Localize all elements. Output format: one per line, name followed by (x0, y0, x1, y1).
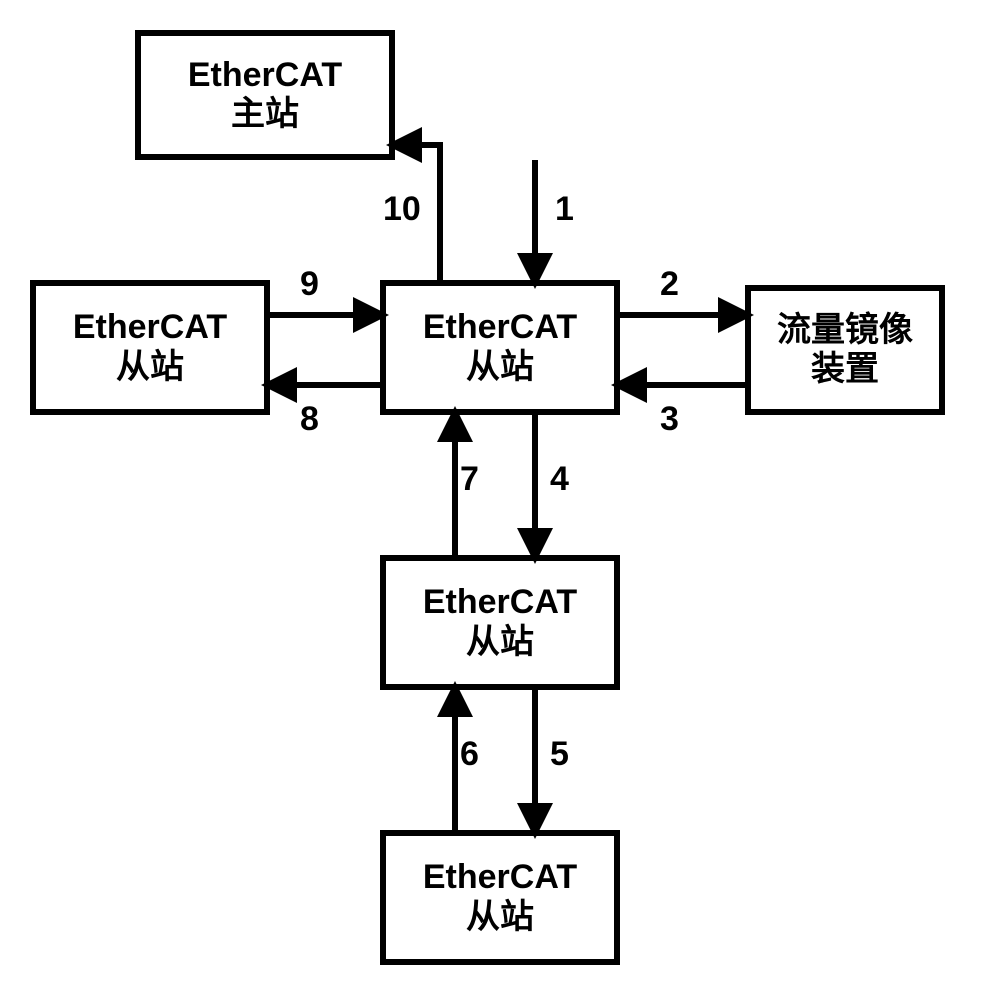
node-label: 装置 (811, 350, 879, 389)
node-label: EtherCAT (73, 308, 227, 347)
edge-label-7: 7 (460, 460, 479, 499)
node-below2-slave: EtherCAT 从站 (380, 830, 620, 965)
node-label: EtherCAT (423, 583, 577, 622)
edge-label-4: 4 (550, 460, 569, 499)
node-label: 从站 (466, 623, 534, 662)
node-label: EtherCAT (188, 56, 342, 95)
node-below1-slave: EtherCAT 从站 (380, 555, 620, 690)
edge-label-9: 9 (300, 265, 319, 304)
node-left-slave: EtherCAT 从站 (30, 280, 270, 415)
node-center-slave: EtherCAT 从站 (380, 280, 620, 415)
node-label: EtherCAT (423, 308, 577, 347)
edge-label-1: 1 (555, 190, 574, 229)
node-label: EtherCAT (423, 858, 577, 897)
edge-label-3: 3 (660, 400, 679, 439)
node-label: 从站 (466, 348, 534, 387)
edge-label-8: 8 (300, 400, 319, 439)
node-label: 主站 (231, 95, 299, 134)
node-label: 流量镜像 (777, 311, 913, 350)
node-mirror-device: 流量镜像 装置 (745, 285, 945, 415)
node-label: 从站 (116, 348, 184, 387)
edge-label-2: 2 (660, 265, 679, 304)
node-master: EtherCAT 主站 (135, 30, 395, 160)
edge-label-6: 6 (460, 735, 479, 774)
edge-label-10: 10 (383, 190, 421, 229)
diagram-canvas: EtherCAT 主站 EtherCAT 从站 流量镜像 装置 EtherCAT… (0, 0, 986, 1000)
edge-label-5: 5 (550, 735, 569, 774)
node-label: 从站 (466, 898, 534, 937)
